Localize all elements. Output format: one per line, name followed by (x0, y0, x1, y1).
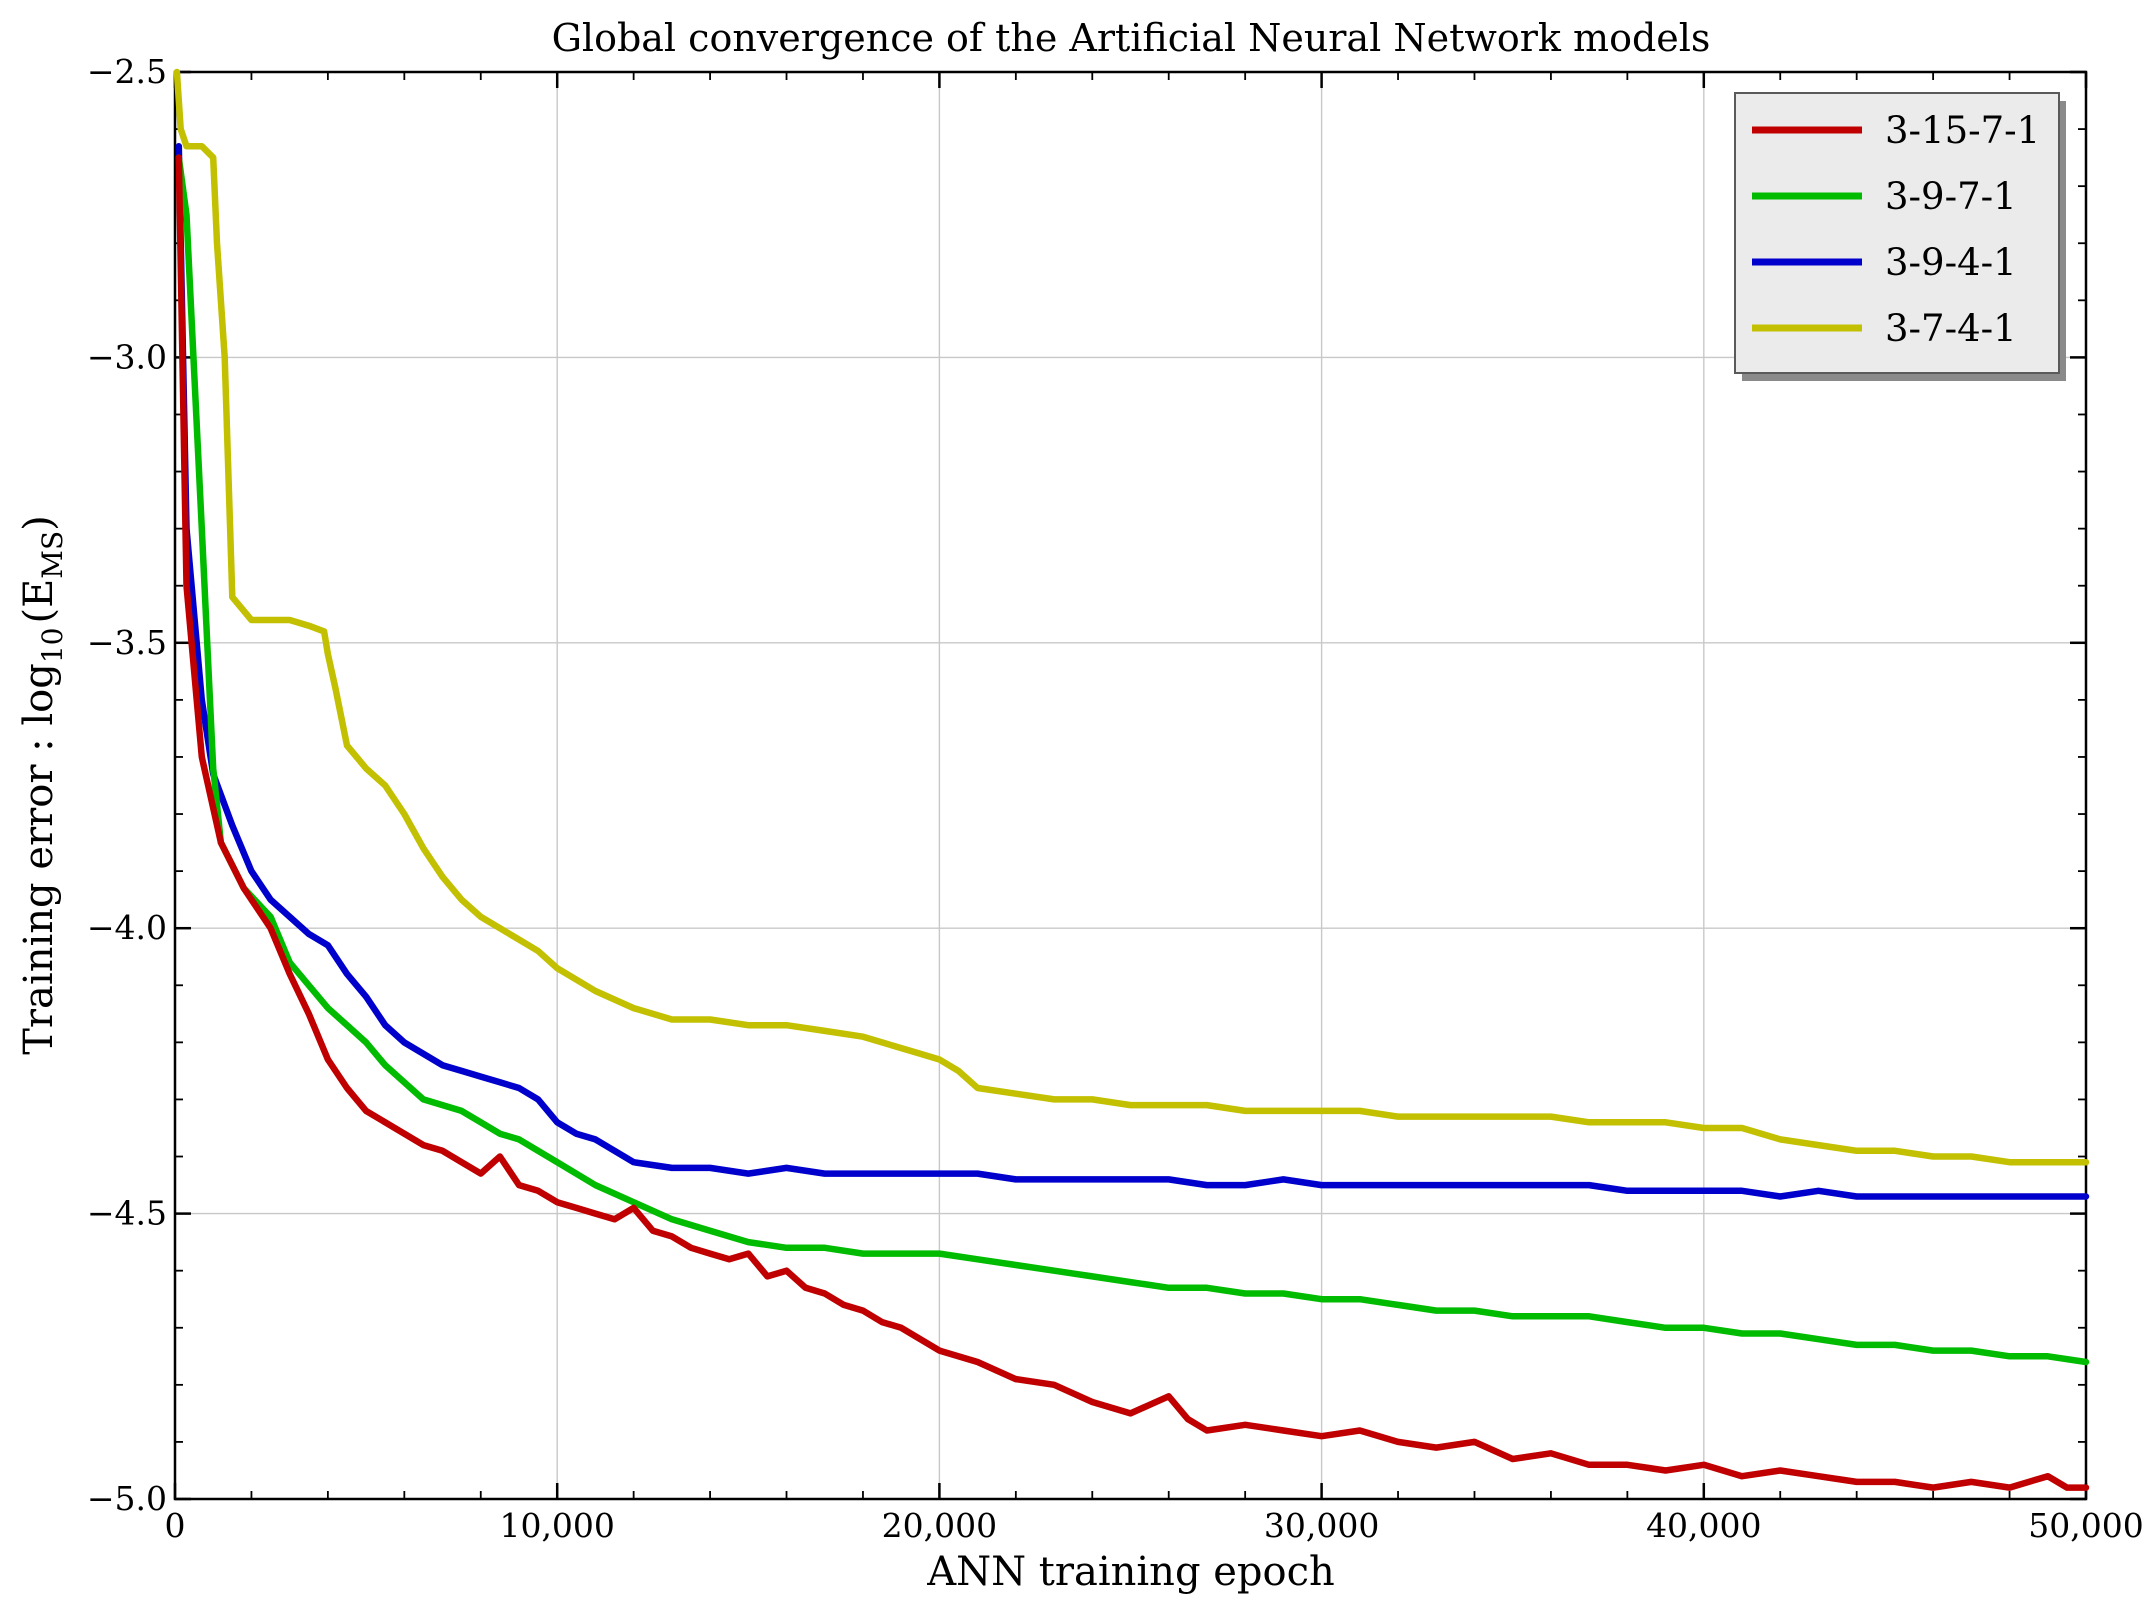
y-tick-labels: −5.0 −4.5 −4.0 −3.5 −3.0 −2.5 (87, 52, 167, 1518)
y-axis-title: Training error : log10 (EMS) (16, 515, 69, 1055)
x-tick-label-2: 20,000 (882, 1506, 997, 1545)
legend-label-3-15-7-1: 3-15-7-1 (1885, 109, 2040, 152)
x-tick-labels: 0 10,000 20,000 30,000 40,000 50,000 (165, 1506, 2144, 1545)
x-axis-title: ANN training epoch (926, 1549, 1335, 1595)
series-line-3-7-4-1 (173, 68, 2090, 1166)
y-axis-title-paren-open: (E (16, 579, 62, 624)
x-tick-label-1: 10,000 (499, 1506, 614, 1545)
x-tick-label-3: 30,000 (1264, 1506, 1379, 1545)
legend-label-3-9-4-1: 3-9-4-1 (1885, 241, 2017, 284)
y-tick-label-2: −4.0 (87, 908, 167, 947)
y-tick-label-0: −5.0 (87, 1479, 167, 1518)
y-tick-label-1: −4.5 (87, 1194, 167, 1233)
legend-label-3-7-4-1: 3-7-4-1 (1885, 307, 2017, 350)
legend-label-3-9-7-1: 3-9-7-1 (1885, 175, 2017, 218)
axis-ticks (173, 70, 2088, 1501)
y-tick-label-4: −3.0 (87, 337, 167, 376)
series-line-3-9-7-1 (175, 154, 2090, 1366)
y-axis-title-sub: 10 (36, 628, 69, 664)
y-axis-title-prefix: Training error : log (16, 663, 62, 1055)
legend: 3-15-7-1 3-9-7-1 3-9-4-1 3-7-4-1 (1734, 92, 2066, 381)
plot-area-frame (173, 70, 2088, 1501)
chart-title: Global convergence of the Artificial Neu… (552, 16, 1711, 60)
x-tick-label-0: 0 (165, 1506, 186, 1545)
y-tick-label-3: −3.5 (87, 623, 167, 662)
series-layer (173, 68, 2090, 1491)
x-tick-label-4: 40,000 (1646, 1506, 1761, 1545)
series-line-3-15-7-1 (175, 154, 2090, 1491)
series-line-3-9-4-1 (175, 142, 2090, 1200)
x-tick-label-5: 50,000 (2028, 1506, 2143, 1545)
y-tick-label-5: −2.5 (87, 52, 167, 91)
y-axis-title-paren-close: ) (16, 515, 62, 531)
y-axis-title-sub2: MS (36, 531, 69, 579)
